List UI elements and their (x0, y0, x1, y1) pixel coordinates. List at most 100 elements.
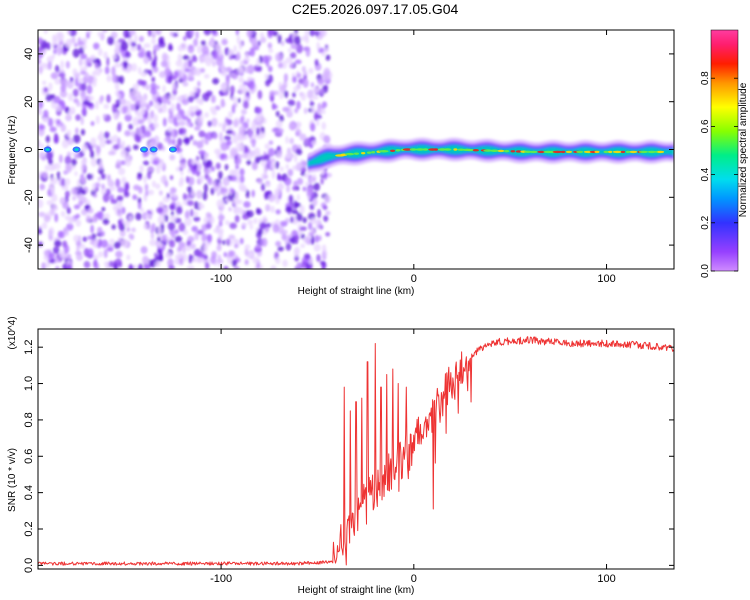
spectrogram-noise-cell (220, 98, 225, 108)
spectrogram-noise-cell (126, 227, 130, 233)
spectrogram-noise-cell (296, 194, 300, 201)
spectrogram-noise-cell (323, 135, 331, 144)
spectrogram-noise-cell (167, 100, 171, 105)
spectrogram-noise-cell (275, 160, 280, 170)
spectrogram-noise-cell (128, 233, 133, 239)
spectrogram-noise-cell (53, 134, 59, 144)
spectrogram-noise-cell (182, 193, 187, 201)
spectrogram-noise-cell (164, 251, 172, 259)
spectrogram-noise-cell (124, 56, 129, 63)
spectrogram-noise-cell (143, 263, 151, 269)
spectrogram-noise-cell (279, 92, 284, 100)
spectrogram-noise-cell (238, 207, 244, 215)
spectrogram-noise-cell (212, 60, 216, 67)
spectrogram-noise-cell (249, 224, 254, 230)
spectrogram-noise-cell (193, 163, 198, 171)
spectrogram-noise-cell (224, 164, 229, 171)
spectrogram-noise-cell (314, 59, 319, 67)
spectrogram-noise-cell (80, 176, 87, 184)
spectrogram-noise-cell (46, 199, 54, 206)
spectrogram-noise-cell (174, 235, 183, 243)
spectrogram-noise-cell (97, 226, 103, 234)
spectrogram-noise-cell (285, 152, 292, 160)
spectrogram-noise-cell (182, 81, 189, 87)
spectrogram-noise-cell (243, 100, 249, 109)
spectrogram-noise-cell (43, 214, 51, 223)
spectrogram-noise-cell (82, 236, 88, 242)
spectrogram-noise-cell (216, 243, 222, 251)
spectrogram-noise-cell (124, 130, 131, 137)
spectrogram-noise-cell (225, 129, 234, 135)
spectrogram-noise-cell (259, 222, 267, 230)
spectrogram-noise-cell (214, 43, 222, 51)
spectrogram-noise-cell (71, 158, 77, 167)
spectrogram-noise-cell (102, 113, 107, 119)
spectrogram-noise-cell (135, 126, 143, 136)
spectrogram-noise-signal-core (45, 148, 50, 151)
spectrogram-noise-cell (88, 95, 94, 102)
spectrogram-noise-cell (211, 110, 218, 116)
spectrogram-noise-cell (41, 171, 49, 179)
spectrogram-noise-cell (277, 145, 281, 151)
spectrogram-noise-cell (321, 250, 327, 260)
spectrogram-noise-cell (41, 262, 46, 269)
spectrogram-noise-cell (45, 151, 54, 161)
spectrogram-noise-cell (234, 243, 238, 249)
spectrogram-noise-cell (106, 94, 111, 104)
spectrogram-band-peak (524, 150, 532, 154)
spectrogram-noise-cell (169, 154, 176, 161)
colorbar-tick-label: 0.2 (700, 215, 711, 229)
spectrogram-band-peak (603, 150, 610, 154)
spectrogram-noise-cell (98, 96, 103, 105)
spectrogram-noise-cell (240, 109, 247, 115)
spectrogram-noise-cell (175, 166, 180, 172)
spectrogram-noise-cell (159, 252, 163, 262)
spectrogram-noise-cell (231, 104, 236, 114)
colorbar-tick-label: 0.0 (700, 264, 711, 278)
spectrogram-band-peak (453, 148, 458, 151)
spectrogram-noise-cell (123, 61, 128, 69)
spectrogram-noise-cell (292, 76, 297, 83)
spectrogram-noise-cell (249, 250, 254, 258)
spectrogram-noise-cell (289, 52, 297, 59)
spectrogram-noise-cell (238, 125, 246, 135)
spectrogram-noise-cell (95, 145, 101, 155)
spectrogram-noise-cell (61, 185, 69, 191)
spectrogram-noise-cell (193, 216, 201, 222)
spectrogram-noise-cell (231, 96, 238, 102)
spectrogram-noise-cell (318, 235, 322, 241)
spectrogram-band-peak (608, 150, 613, 154)
spectrogram-noise-cell (78, 200, 84, 206)
spectrogram-noise-cell (87, 207, 94, 214)
spectrogram-noise-cell (108, 260, 114, 268)
spectrogram-noise-cell (101, 183, 105, 190)
spectrogram-noise-cell (97, 31, 102, 37)
spectrogram-noise-cell (248, 130, 253, 140)
spectrogram-band-peak (483, 149, 493, 152)
spectrogram-noise-cell (295, 148, 303, 156)
spectrogram-noise-cell (108, 150, 116, 156)
spectrogram-noise-cell (110, 198, 118, 205)
spectrogram-noise-cell (285, 57, 293, 64)
spectrogram-noise-cell (106, 74, 112, 83)
spectrogram-noise-cell (277, 183, 285, 190)
spectrogram-noise-cell (38, 124, 45, 130)
spectrogram-noise-cell (287, 48, 292, 53)
spectrogram-noise-cell (193, 105, 200, 111)
spectrogram-noise-cell (75, 114, 81, 121)
spectrogram-noise-cell (101, 206, 106, 212)
spectrogram-noise-cell (168, 94, 176, 101)
spectrogram-noise-cell (93, 193, 98, 198)
spectrogram-noise-cell (171, 230, 176, 239)
spectrogram-noise-cell (212, 132, 218, 140)
spectrogram-noise-cell (275, 209, 281, 215)
spectrogram-noise-cell (205, 168, 212, 175)
chart-title: C2E5.2026.097.17.05.G04 (292, 1, 459, 17)
spectrogram-noise-cell (117, 209, 123, 218)
spectrogram-noise-cell (80, 116, 84, 126)
spectrogram-noise-cell (144, 213, 153, 220)
spectrogram-noise-cell (160, 176, 164, 183)
spectrogram-noise-cell (93, 42, 100, 50)
spectrogram-noise-cell (84, 72, 90, 80)
spectrogram-noise-cell (77, 193, 84, 201)
